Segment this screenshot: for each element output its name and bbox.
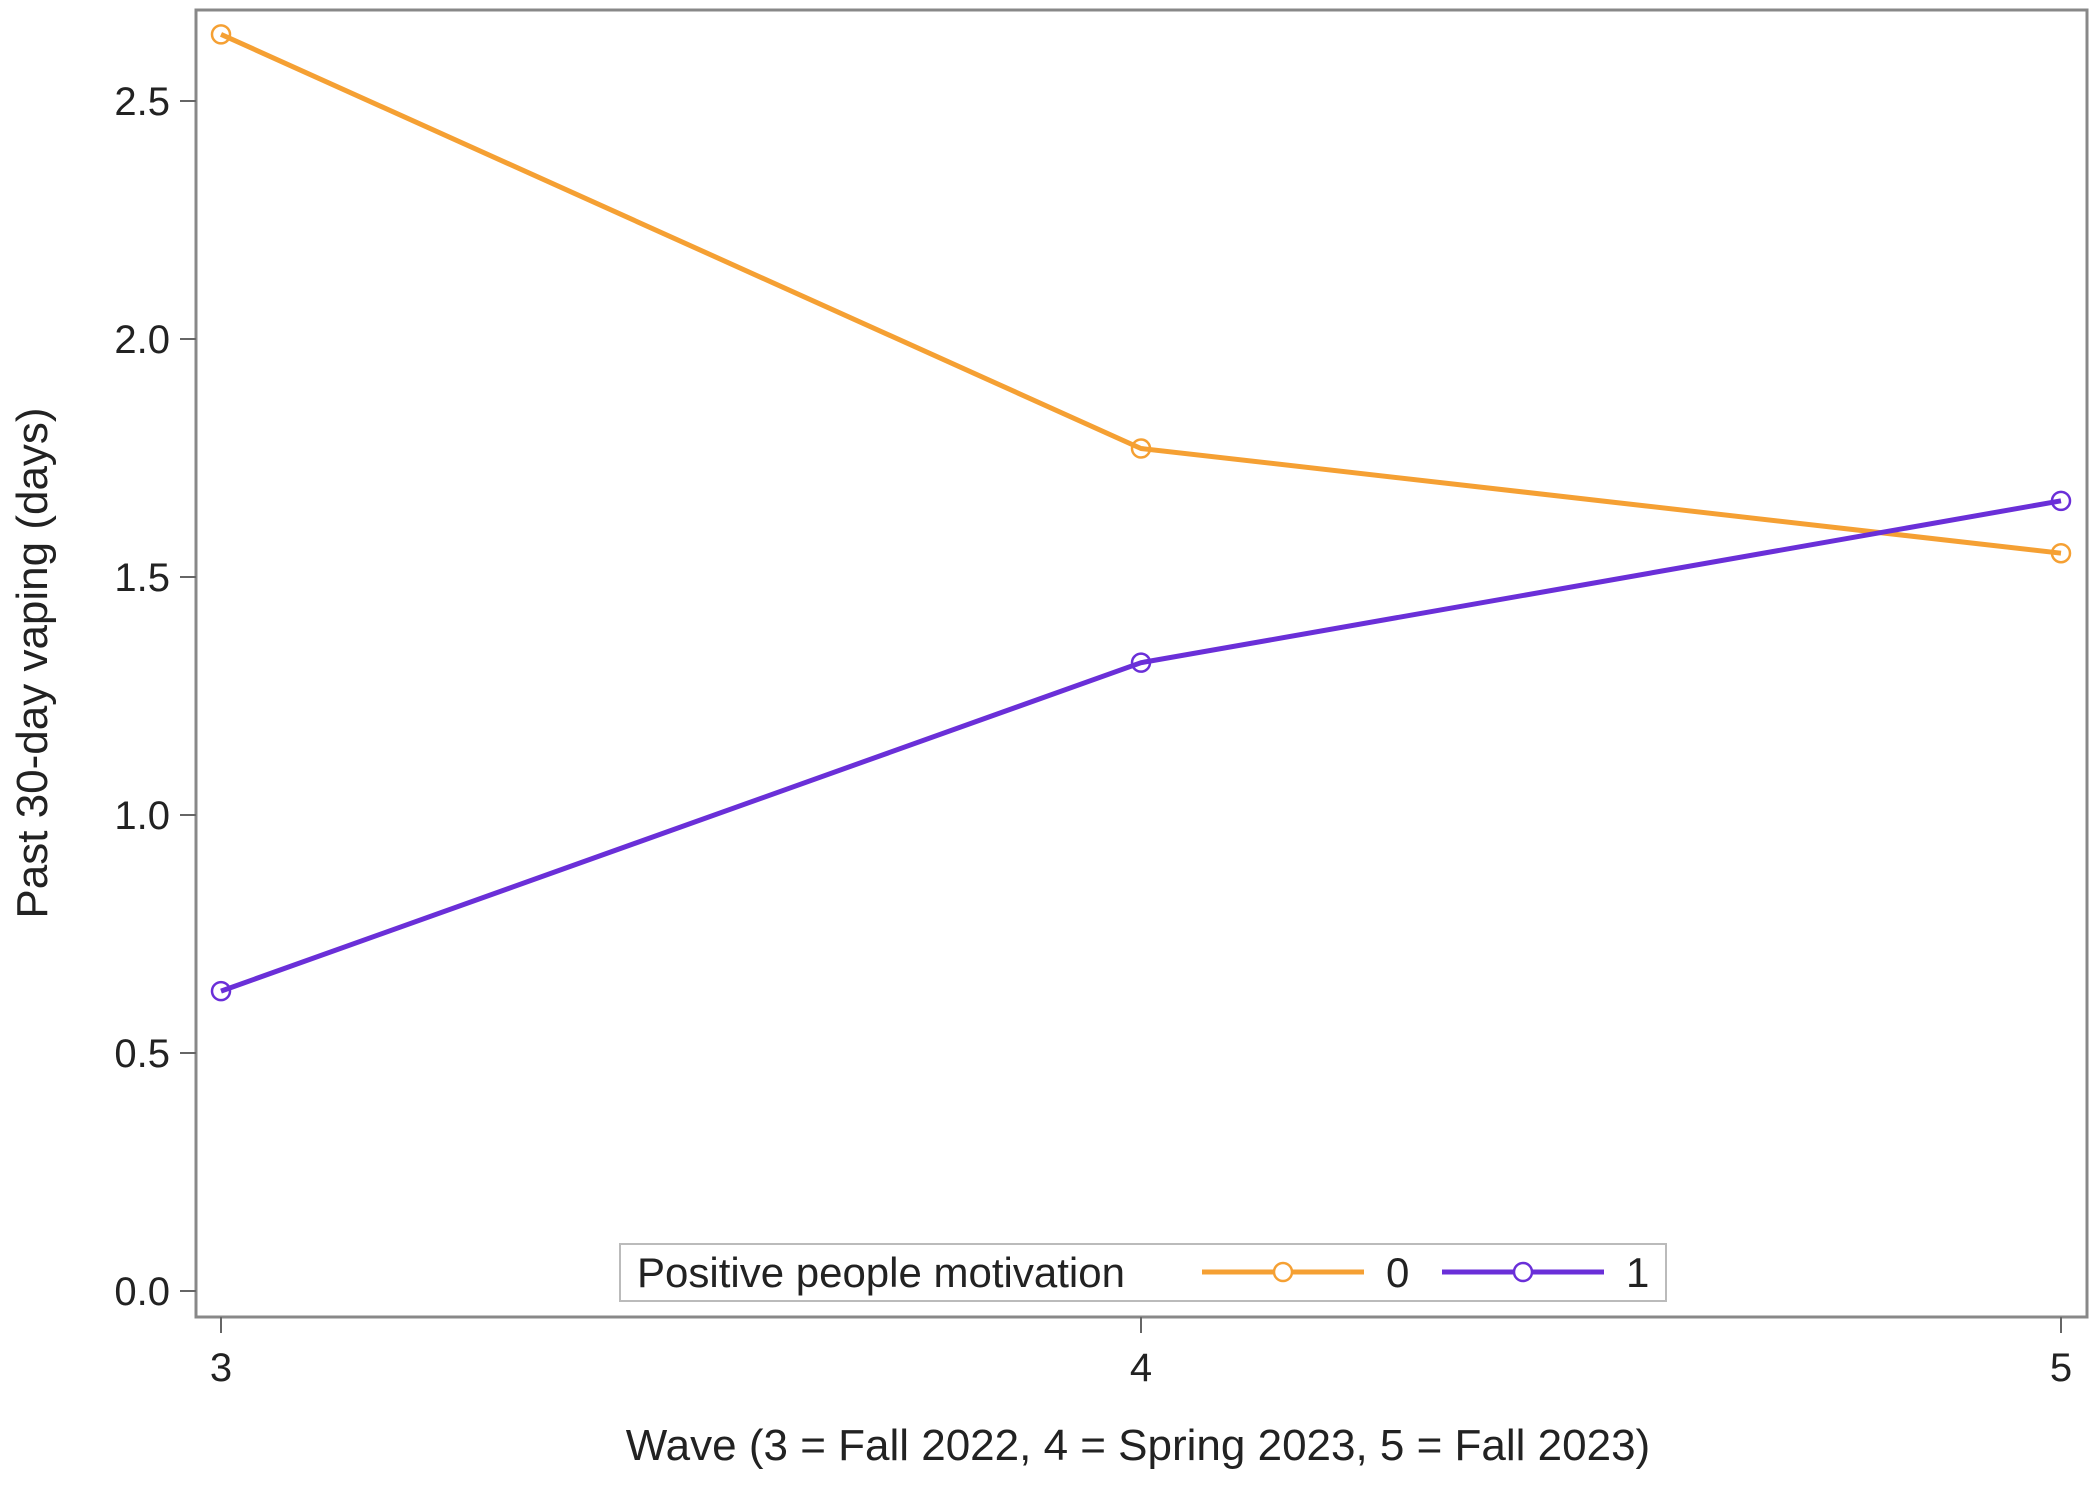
- x-axis-ticks: 3 4 5: [210, 1317, 2072, 1390]
- y-tick-label: 2.5: [114, 80, 170, 124]
- data-point-marker: [1130, 438, 1152, 459]
- legend-title: Positive people motivation: [637, 1249, 1125, 1296]
- y-axis-ticks: 0.0 0.5 1.0 1.5 2.0 2.5: [114, 80, 196, 1314]
- series-layer: [210, 24, 2072, 1002]
- legend-swatch-marker: [1512, 1261, 1534, 1283]
- data-point-marker: [210, 24, 232, 45]
- data-point-marker: [2050, 542, 2072, 564]
- legend-swatch-marker: [1272, 1261, 1294, 1283]
- series-1: [210, 490, 2072, 1002]
- series-line-1: [220, 498, 2062, 994]
- y-tick-label: 1.5: [114, 556, 170, 600]
- data-point-marker: [210, 980, 232, 1002]
- y-tick-label: 1.0: [114, 794, 170, 838]
- y-tick-label: 0.0: [114, 1270, 170, 1314]
- y-axis-title: Past 30-day vaping (days): [8, 407, 57, 918]
- series-line-0: [219, 32, 2062, 556]
- x-tick-label: 4: [1130, 1346, 1152, 1390]
- x-axis-title: Wave (3 = Fall 2022, 4 = Spring 2023, 5 …: [626, 1421, 1650, 1470]
- x-tick-label: 3: [210, 1346, 232, 1390]
- y-tick-label: 2.0: [114, 318, 170, 362]
- data-point-marker: [2050, 490, 2072, 512]
- legend-entry-label: 0: [1386, 1249, 1409, 1296]
- legend-entry-label: 1: [1626, 1249, 1649, 1296]
- series-0: [210, 24, 2072, 564]
- data-point-marker: [1130, 652, 1152, 673]
- y-tick-label: 0.5: [114, 1032, 170, 1076]
- x-tick-label: 5: [2050, 1346, 2072, 1390]
